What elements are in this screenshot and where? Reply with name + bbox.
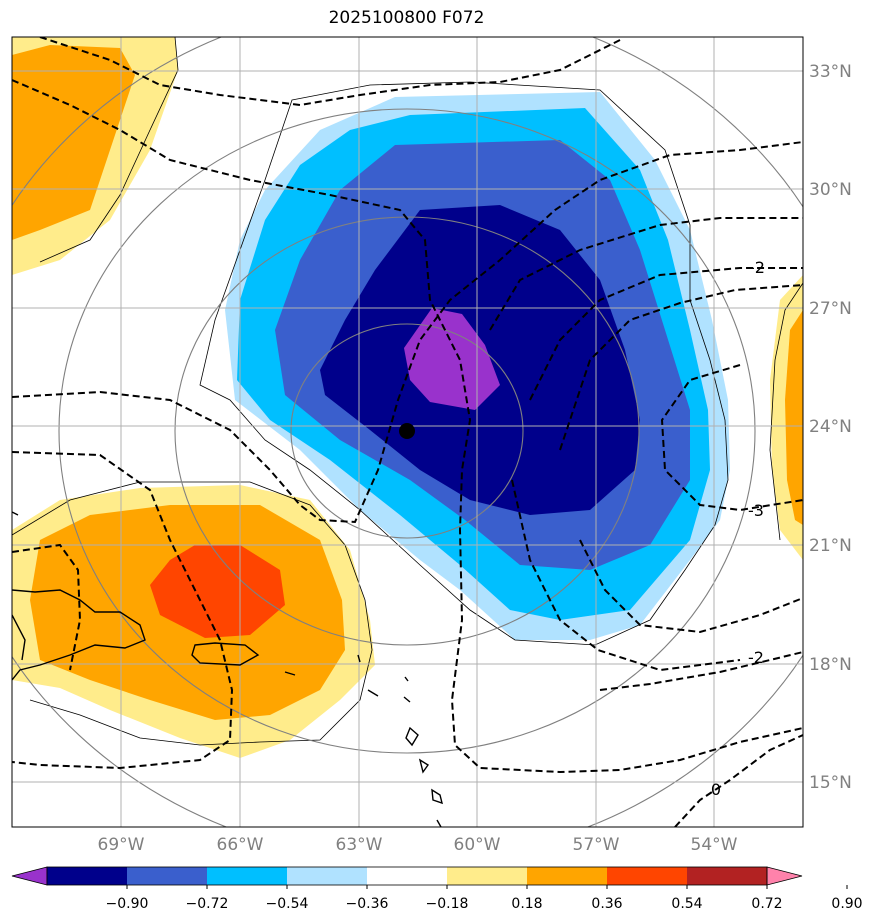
colorbar: −0.90 −0.72 −0.54 −0.36 −0.18 0.18 0.36 0.54 0.7…: [11, 866, 863, 912]
lon-tick: 66°W: [217, 835, 264, 855]
lat-tick: 24°N: [809, 417, 852, 437]
colorbar-label: −0.36: [346, 896, 389, 912]
range-ring-3: [58, 108, 756, 754]
colorbar-label: −0.18: [426, 896, 469, 912]
lat-tick-labels: 33°N 30°N 27°N 24°N 21°N 18°N 15°N: [809, 62, 852, 793]
plot-area: -2 -3 -2 0: [12, 37, 803, 827]
colorbar-swatch: [447, 867, 527, 885]
coastlines: [12, 511, 443, 827]
lat-tick: 33°N: [809, 62, 852, 82]
colorbar-label: −0.90: [106, 896, 149, 912]
colorbar-swatch: [127, 867, 207, 885]
map-title: 2025100800 F072: [328, 8, 485, 28]
colorbar-swatch: [287, 867, 367, 885]
lon-tick-labels: 69°W 66°W 63°W 60°W 57°W 54°W: [98, 835, 738, 855]
dashed-contours: [12, 37, 803, 827]
negative-anomaly-field: [225, 92, 730, 640]
lat-tick: 30°N: [809, 180, 852, 200]
colorbar-swatch: [527, 867, 607, 885]
lon-tick: 54°W: [691, 835, 738, 855]
lat-tick: 15°N: [809, 773, 852, 793]
lon-tick: 57°W: [573, 835, 620, 855]
contour-label-1: -2: [749, 258, 765, 277]
colorbar-swatch: [47, 867, 127, 885]
shade-pos-east-036: [785, 310, 803, 525]
plot-frame: [11, 36, 804, 828]
colorbar-label: 0.90: [831, 896, 862, 912]
lon-tick: 69°W: [98, 835, 145, 855]
gridlines: [12, 37, 803, 827]
colorbar-swatch: [687, 867, 767, 885]
colorbar-label: 0.18: [511, 896, 542, 912]
colorbar-frame: [46, 866, 768, 886]
colorbar-extend-high: [766, 866, 803, 886]
colorbar-extend-low: [11, 866, 48, 886]
colorbar-swatch: [607, 867, 687, 885]
contour-label-2: -3: [748, 501, 764, 520]
thin-contours: [12, 37, 803, 746]
contour-label-4: 0: [711, 780, 721, 799]
colorbar-label: 0.36: [591, 896, 622, 912]
colorbar-swatch: [367, 867, 447, 885]
colorbar-swatch: [207, 867, 287, 885]
lat-tick: 27°N: [809, 299, 852, 319]
lon-tick: 63°W: [336, 835, 383, 855]
lat-tick: 21°N: [809, 536, 852, 556]
storm-center-marker: [399, 423, 415, 439]
range-ring-1: [290, 323, 524, 539]
colorbar-label: 0.72: [751, 896, 782, 912]
colorbar-label: −0.54: [266, 896, 309, 912]
shade-neg-090: [404, 308, 500, 410]
lat-tick: 18°N: [809, 655, 852, 675]
colorbar-label: 0.54: [671, 896, 702, 912]
colorbar-label: −0.72: [186, 896, 229, 912]
lon-tick: 60°W: [454, 835, 501, 855]
contour-label-3: -2: [748, 648, 764, 667]
